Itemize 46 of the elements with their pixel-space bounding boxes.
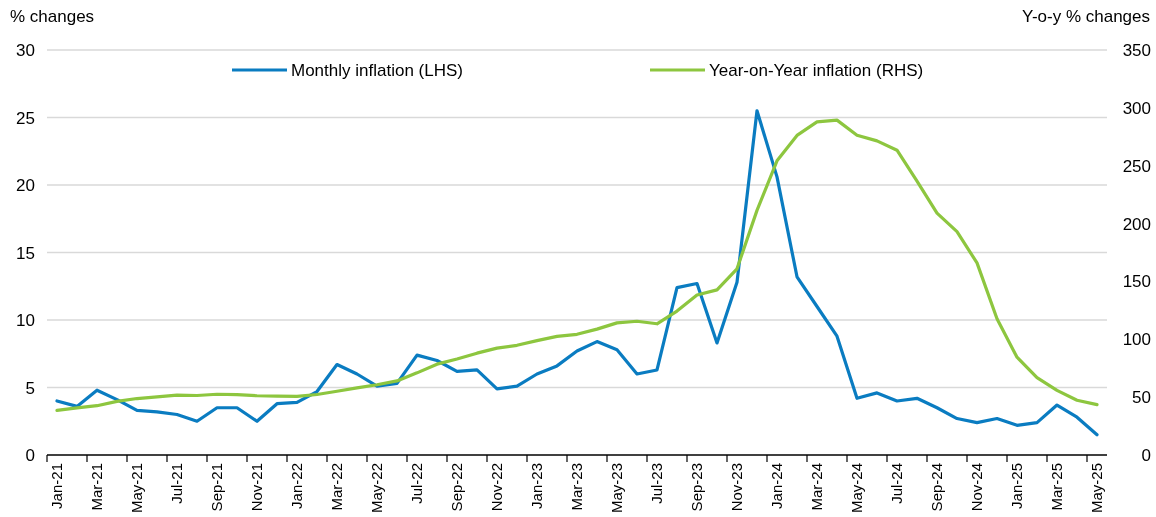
y2-tick-label: 200 (1122, 214, 1151, 234)
legend-label: Monthly inflation (LHS) (291, 61, 463, 80)
x-tick-label: Jan-21 (48, 463, 65, 509)
y-tick-label: 30 (16, 41, 35, 60)
y2-tick-label: 100 (1122, 330, 1151, 350)
x-tick-label: Mar-22 (328, 463, 345, 511)
x-tick-label: Jul-21 (168, 463, 185, 504)
y-tick-label: 20 (16, 176, 35, 195)
x-tick-label: Sep-22 (448, 463, 465, 512)
x-tick-label: Jul-24 (888, 463, 905, 504)
x-tick-label: Mar-25 (1048, 463, 1065, 511)
y2-tick-label: 250 (1122, 156, 1151, 176)
x-tick-label: Jan-25 (1008, 463, 1025, 509)
y2-tick-label: 150 (1122, 272, 1151, 292)
y-tick-label: 0 (25, 446, 35, 465)
x-tick-label: May-25 (1088, 463, 1105, 514)
x-tick-label: May-22 (368, 463, 385, 514)
x-tick-label: Mar-23 (568, 463, 585, 511)
y2-tick-label: 300 (1122, 98, 1151, 118)
x-tick-label: Sep-21 (208, 463, 225, 512)
y2-tick-label: 50 (1132, 388, 1151, 408)
x-tick-label: Jul-23 (648, 463, 665, 504)
y2-axis-title: Y-o-y % changes (1022, 7, 1150, 26)
y-tick-label: 5 (25, 378, 35, 398)
x-tick-label: Nov-21 (248, 463, 265, 512)
x-tick-label: Mar-24 (808, 463, 825, 511)
y-tick-label: 10 (16, 311, 35, 330)
x-tick-label: Jan-23 (528, 463, 545, 509)
x-tick-label: Jan-22 (288, 463, 305, 509)
x-tick-label: Nov-24 (968, 463, 985, 512)
x-tick-label: May-21 (128, 463, 145, 514)
y-tick-label: 15 (16, 243, 35, 263)
legend-label: Year-on-Year inflation (RHS) (709, 61, 924, 80)
y2-tick-label: 350 (1122, 41, 1151, 60)
x-tick-label: Jul-22 (408, 463, 425, 504)
x-tick-label: Jan-24 (768, 463, 785, 509)
x-tick-label: Nov-23 (728, 463, 745, 512)
x-tick-label: Sep-24 (928, 463, 945, 512)
x-tick-label: Sep-23 (688, 463, 705, 512)
x-tick-label: May-24 (848, 463, 865, 514)
x-tick-label: Mar-21 (88, 463, 105, 511)
x-tick-label: Nov-22 (488, 463, 505, 512)
y-tick-label: 25 (16, 108, 35, 128)
y2-tick-label: 0 (1141, 446, 1151, 465)
x-tick-label: May-23 (608, 463, 625, 514)
y-axis-title: % changes (10, 7, 95, 26)
